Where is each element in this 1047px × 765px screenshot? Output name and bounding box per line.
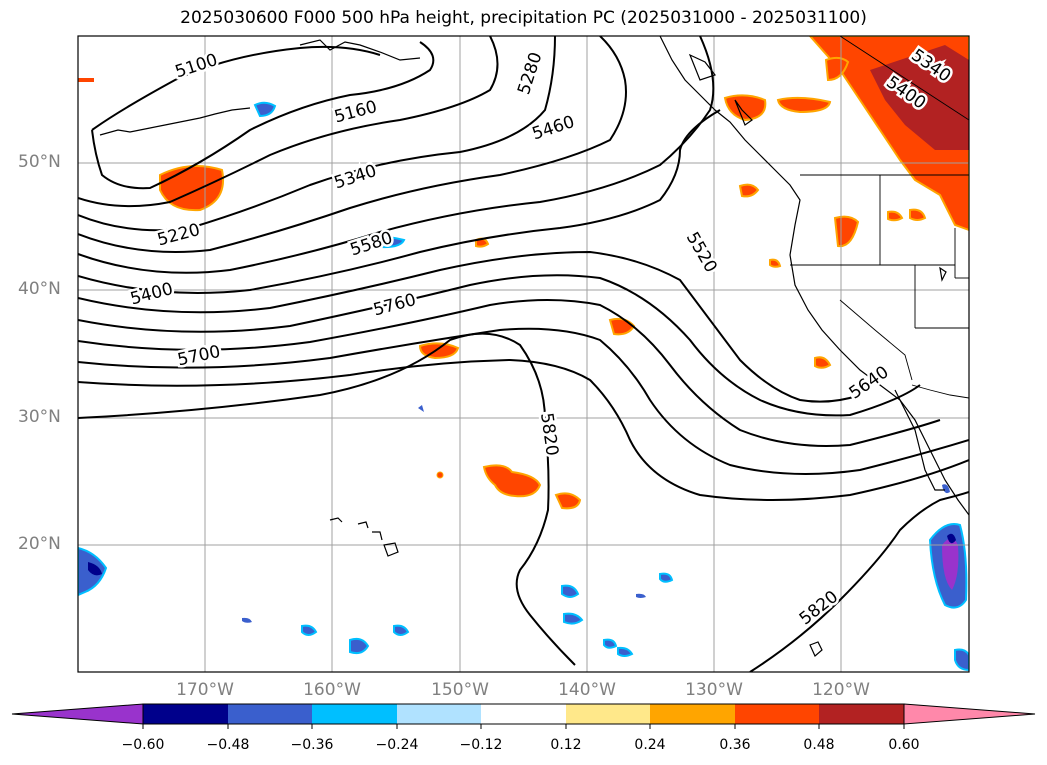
lon-tick-label: 140°W: [558, 680, 616, 700]
political-borders: [790, 36, 969, 399]
colorbar-segment: [566, 704, 650, 724]
colorbar-min-extend: [11, 703, 144, 725]
colorbar-tick-label: −0.12: [459, 737, 503, 753]
colorbar-segment: [735, 704, 819, 724]
lon-tick-label: 160°W: [303, 680, 361, 700]
colorbar-tick-label: 0.60: [888, 737, 920, 753]
lat-tick-label: 40°N: [18, 279, 61, 299]
colorbar-segment: [819, 704, 904, 724]
map-title: 2025030600 F000 500 hPa height, precipit…: [180, 8, 867, 28]
lat-tick-label: 20°N: [18, 534, 61, 554]
lat-tick-label: 30°N: [18, 407, 61, 427]
lon-tick-label: 130°W: [685, 680, 743, 700]
colorbar: [11, 703, 1036, 729]
colorbar-segment: [143, 704, 228, 724]
plot-frame: [77, 35, 970, 673]
lat-lon-grid: [78, 36, 969, 672]
lon-tick-label: 170°W: [176, 680, 234, 700]
colorbar-tick-label: 0.48: [803, 737, 835, 753]
lat-tick-label: 50°N: [18, 152, 61, 172]
colorbar-segment: [397, 704, 481, 724]
height-contours: [78, 36, 969, 672]
colorbar-segment: [228, 704, 312, 724]
lon-tick-label: 120°W: [812, 680, 870, 700]
colorbar-tick-label: −0.60: [121, 737, 165, 753]
colorbar-segment: [312, 704, 397, 724]
colorbar-segment: [650, 704, 735, 724]
colorbar-tick-label: 0.36: [719, 737, 751, 753]
lon-tick-label: 150°W: [431, 680, 489, 700]
colorbar-tick-label: 0.12: [550, 737, 582, 753]
colorbar-tick-label: −0.36: [290, 737, 334, 753]
colorbar-segment: [481, 704, 566, 724]
colorbar-max-extend: [903, 703, 1036, 725]
colorbar-tick-label: 0.24: [634, 737, 666, 753]
colorbar-tick-label: −0.24: [375, 737, 419, 753]
colorbar-tick-label: −0.48: [206, 737, 250, 753]
